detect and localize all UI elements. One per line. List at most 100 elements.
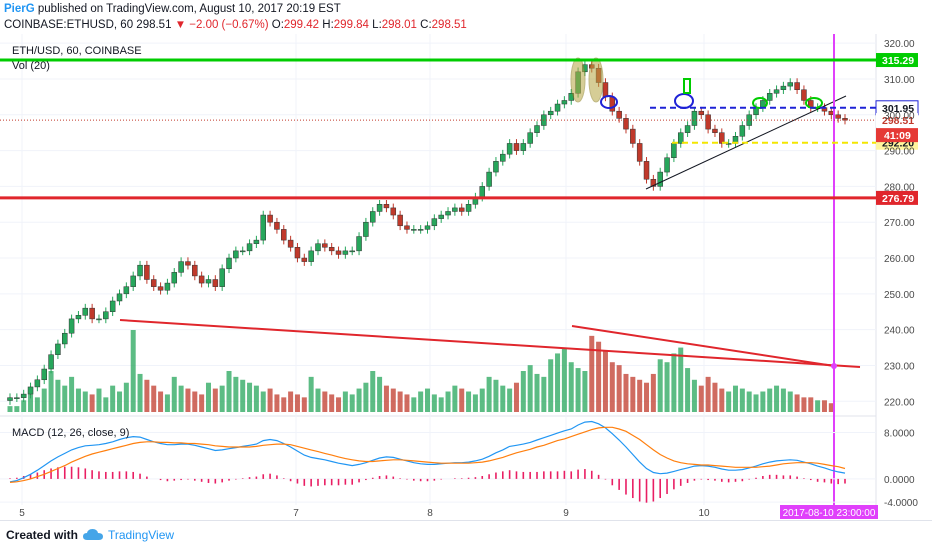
candle	[301, 253, 308, 266]
candle-body	[383, 204, 390, 209]
candle	[746, 110, 752, 130]
volume-bar	[746, 391, 752, 412]
volume-bar	[596, 341, 602, 412]
candle	[623, 114, 629, 134]
candle-body	[171, 272, 178, 284]
candle	[787, 78, 793, 91]
countdown-box	[876, 128, 918, 143]
candle	[712, 124, 718, 137]
volume-bar	[226, 371, 232, 412]
candle-body	[287, 239, 294, 248]
candle	[192, 260, 198, 281]
volume-bar	[349, 394, 355, 412]
candle-body	[527, 132, 533, 144]
candle-body	[27, 386, 34, 395]
volume-bar	[767, 388, 773, 412]
candle-body	[698, 110, 705, 116]
countdown-label: 41:09	[884, 130, 911, 142]
candle	[643, 157, 650, 184]
candle-body	[390, 207, 397, 216]
volume-bar	[637, 379, 643, 412]
candle-body	[55, 343, 61, 355]
volume-bar	[158, 391, 164, 412]
macd-tick-label: 8.0000	[884, 429, 915, 440]
candle-body	[746, 114, 752, 126]
candle	[458, 203, 465, 216]
candle	[62, 328, 68, 349]
macd-title: MACD (12, 26, close, 9)	[12, 427, 129, 439]
volume-bar	[644, 382, 650, 412]
created-with-label: Created with	[6, 528, 79, 542]
candle-body	[630, 128, 636, 144]
candle	[150, 275, 157, 291]
candle-body	[458, 207, 465, 212]
volume-bar	[274, 394, 280, 412]
volume-bar	[513, 382, 519, 412]
candle	[664, 153, 670, 177]
candle-body	[274, 221, 280, 230]
candle	[205, 275, 212, 288]
candle-body	[281, 229, 287, 241]
candle	[616, 106, 622, 123]
volume-bar	[281, 397, 287, 412]
candle-body	[452, 207, 458, 212]
volume-bar	[199, 394, 205, 412]
volume-bar	[123, 382, 129, 412]
candle	[123, 282, 130, 299]
candle-body	[431, 218, 438, 227]
candle-body	[239, 250, 246, 253]
candle	[725, 139, 732, 148]
volume-bar	[192, 391, 198, 412]
volume-bar	[630, 376, 636, 412]
volume-bar	[397, 391, 403, 412]
candle-body	[328, 247, 335, 252]
candle-body	[616, 110, 622, 119]
candle	[465, 200, 472, 216]
candle-body	[691, 110, 698, 126]
candle	[520, 139, 527, 155]
candle-body	[397, 214, 403, 227]
candle-body	[34, 379, 41, 388]
candle-body	[144, 264, 150, 280]
volume-bar	[171, 376, 177, 412]
candle	[315, 239, 321, 256]
candle	[253, 235, 260, 248]
price-tick-label: 280.00	[884, 182, 915, 193]
symbol-label: COINBASE:ETHUSD, 60	[4, 19, 134, 31]
low-label: L:	[372, 19, 382, 31]
candle	[41, 364, 47, 385]
volume-bar	[404, 394, 410, 412]
close-label: C:	[420, 19, 432, 31]
candle	[390, 203, 397, 220]
macd-tick-label: -4.0000	[884, 498, 918, 509]
downtrend-line-short	[571, 325, 835, 367]
candlestick-series	[7, 60, 848, 405]
macd-tick-label: 0.0000	[884, 475, 915, 486]
candle-body	[801, 89, 807, 101]
candle	[527, 128, 533, 148]
volume-bar	[137, 373, 143, 412]
level-price-text: 315.29	[882, 55, 914, 67]
volume-bar	[14, 406, 20, 412]
volume-bar	[828, 403, 834, 412]
tradingview-cloud-icon	[83, 529, 103, 540]
volume-bar	[555, 353, 561, 412]
level-price-label: 301.95	[875, 100, 919, 116]
volume-bar	[377, 376, 383, 412]
volume-bar	[21, 400, 27, 412]
high-value: 299.84	[333, 19, 369, 31]
candle-body	[322, 243, 328, 248]
volume-bar	[82, 391, 88, 412]
volume-bar	[568, 362, 574, 412]
volume-bar	[753, 394, 759, 412]
candle	[116, 289, 123, 306]
volume-bar	[712, 382, 718, 412]
volume-bar	[664, 362, 670, 412]
volume-bar	[575, 368, 581, 412]
candle-body	[671, 143, 677, 159]
candle	[246, 239, 253, 256]
tradingview-brand[interactable]: TradingView	[108, 528, 175, 542]
volume-bar	[726, 391, 732, 412]
author-name[interactable]: PierG	[4, 3, 35, 15]
